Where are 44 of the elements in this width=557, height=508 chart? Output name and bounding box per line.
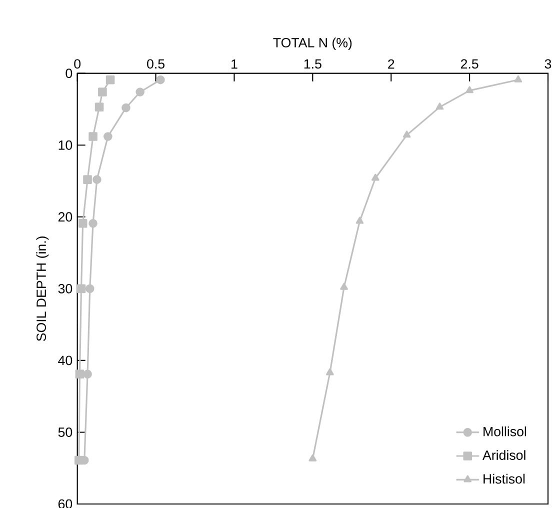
point xyxy=(83,370,92,378)
point xyxy=(74,456,84,465)
y-tick-label: 10 xyxy=(58,140,72,150)
x-tick-label: 0.5 xyxy=(147,59,164,69)
legend-label: Mollisol xyxy=(484,426,526,436)
point xyxy=(402,130,411,138)
point xyxy=(92,175,102,184)
y-tick-label: 50 xyxy=(58,428,72,437)
x-tick-label: 3 xyxy=(544,59,552,69)
y-tick-label: 40 xyxy=(58,356,72,366)
point xyxy=(122,103,130,112)
x-tick-label: 1.5 xyxy=(304,59,322,69)
point xyxy=(75,370,84,378)
x-axis-title: TOTAL N (%) xyxy=(273,38,352,50)
point xyxy=(136,88,144,96)
point xyxy=(76,284,86,294)
point xyxy=(88,132,98,141)
point xyxy=(104,132,112,141)
point xyxy=(78,218,88,228)
point xyxy=(88,218,98,228)
y-tick-label: 20 xyxy=(58,212,72,222)
point xyxy=(83,175,92,184)
point xyxy=(466,86,474,94)
point xyxy=(308,454,317,462)
point xyxy=(326,368,334,376)
x-tick-label: 2 xyxy=(388,59,394,69)
point xyxy=(156,75,165,84)
point xyxy=(436,102,444,110)
legend-label: Histisol xyxy=(484,474,525,484)
point xyxy=(372,174,380,181)
point xyxy=(514,75,522,82)
point xyxy=(106,75,115,84)
point xyxy=(85,284,94,294)
point xyxy=(94,102,104,112)
y-tick-label: 0 xyxy=(66,68,72,78)
point xyxy=(340,282,348,290)
x-tick-label: 0 xyxy=(74,59,81,69)
y-tick-label: 30 xyxy=(58,284,72,294)
point xyxy=(356,216,364,224)
y-axis-title: SOIL DEPTH (in.) xyxy=(36,236,49,342)
x-tick-label: 1 xyxy=(232,59,238,69)
legend-label: Aridisol xyxy=(482,450,526,460)
x-tick-label: 2.5 xyxy=(460,59,478,69)
point xyxy=(98,88,107,96)
